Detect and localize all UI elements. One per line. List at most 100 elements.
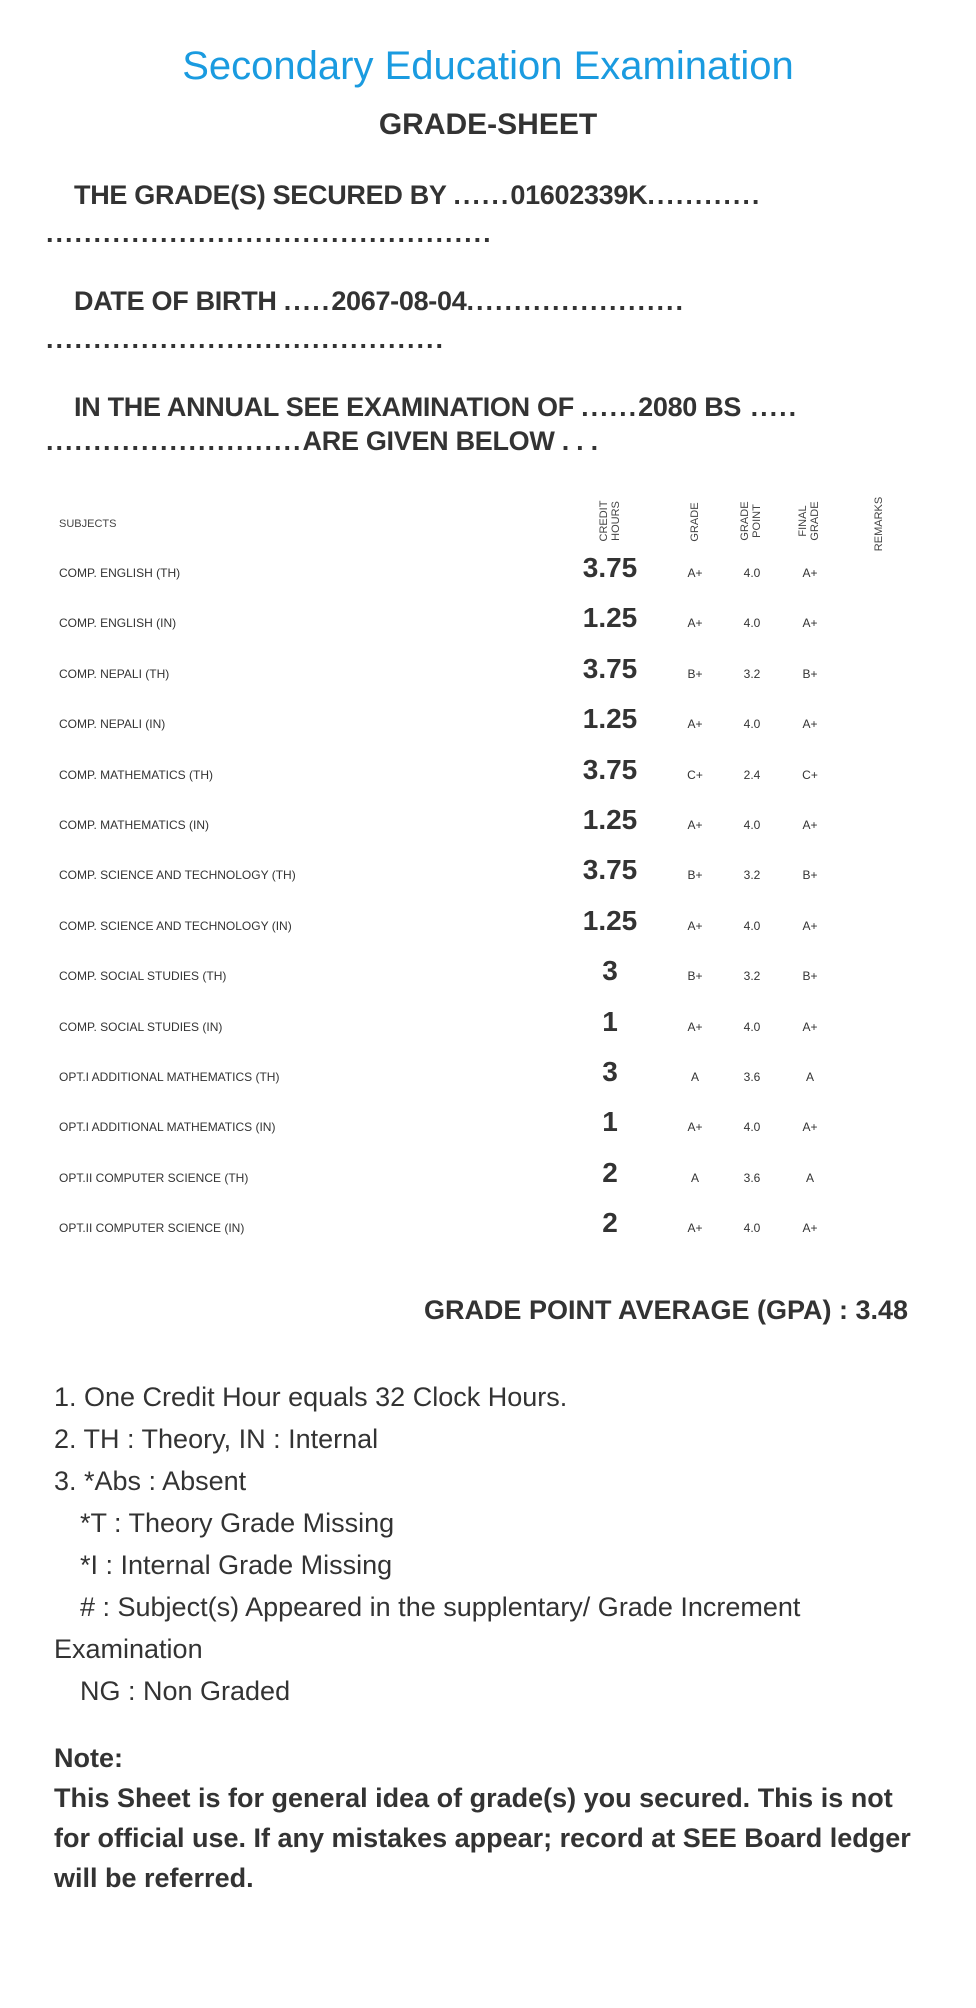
final-grade-cell: A+	[802, 616, 818, 631]
grade-cell: A+	[687, 566, 703, 580]
final-grade-cell: B+	[802, 969, 818, 984]
header-credit-hours: CREDIT HOURS	[598, 500, 622, 542]
header-final-grade: FINAL GRADE	[797, 501, 821, 541]
dotted-filler: ........................................…	[46, 218, 493, 248]
exam-line: IN THE ANNUAL SEE EXAMINATION OF ......2…	[74, 392, 799, 422]
page-title: Secondary Education Examination	[182, 44, 794, 88]
grade-cell: B+	[687, 666, 703, 681]
grade-cell: A+	[687, 717, 703, 732]
dob-value: 2067-08-04	[331, 286, 467, 316]
header-grade-point: GRADE POINT	[739, 501, 763, 541]
final-grade-cell: A+	[802, 1120, 818, 1135]
table-row: OPT.II COMPUTER SCIENCE (TH) 2 A 3.6 A	[0, 1155, 976, 1205]
grade-cell: A	[690, 1170, 699, 1185]
note-item: 3. *Abs : Absent	[54, 1466, 247, 1496]
grade-point-cell: 4.0	[743, 1221, 761, 1236]
symbol-number: 01602339K	[510, 180, 648, 210]
disclaimer: Note: This Sheet is for general idea of …	[54, 1738, 934, 1898]
header-remarks: REMARKS	[873, 496, 885, 552]
table-row: COMP. MATHEMATICS (IN) 1.25 A+ 4.0 A+	[0, 802, 976, 852]
credit-hours-cell: 1.25	[582, 602, 638, 634]
final-grade-cell: C+	[802, 767, 818, 782]
grade-point-cell: 3.2	[743, 868, 761, 883]
exam-year: 2080 BS	[638, 392, 742, 422]
note-item: NG : Non Graded	[80, 1676, 291, 1706]
subject-cell: OPT.II COMPUTER SCIENCE (IN)	[59, 1221, 245, 1236]
credit-hours-cell: 3	[602, 955, 618, 987]
subject-cell: COMP. ENGLISH (TH)	[59, 566, 181, 580]
note-item: # : Subject(s) Appeared in the supplenta…	[80, 1592, 801, 1622]
table-row: OPT.I ADDITIONAL MATHEMATICS (IN) 1 A+ 4.0 A…	[0, 1104, 976, 1154]
table-row: COMP. SCIENCE AND TECHNOLOGY (IN) 1.25 A+ 4…	[0, 903, 976, 953]
final-grade-cell: A+	[802, 566, 818, 580]
credit-hours-cell: 3.75	[582, 552, 638, 583]
note-item: 2. TH : Theory, IN : Internal	[54, 1424, 379, 1454]
grade-point-cell: 4.0	[743, 616, 761, 631]
grade-point-cell: 4.0	[743, 1019, 761, 1034]
grade-point-cell: 4.0	[743, 566, 761, 580]
note-item: 1. One Credit Hour equals 32 Clock Hours…	[54, 1382, 568, 1412]
credit-hours-cell: 2	[602, 1156, 618, 1188]
subject-cell: OPT.I ADDITIONAL MATHEMATICS (IN)	[59, 1120, 276, 1135]
grade-point-cell: 4.0	[743, 1120, 761, 1135]
grade-cell: A+	[687, 818, 703, 832]
note-item: *T : Theory Grade Missing	[80, 1508, 395, 1538]
table-row: OPT.II COMPUTER SCIENCE (IN) 2 A+ 4.0 A+	[0, 1205, 976, 1255]
table-row: COMP. NEPALI (IN) 1.25 A+ 4.0 A+	[0, 701, 976, 751]
table-row: OPT.I ADDITIONAL MATHEMATICS (TH) 3 A 3.6 A	[0, 1054, 976, 1104]
exam-label: IN THE ANNUAL SEE EXAMINATION OF	[74, 392, 574, 422]
table-row: COMP. SCIENCE AND TECHNOLOGY (TH) 3.75 B+ 3…	[0, 852, 976, 902]
subject-cell: COMP. MATHEMATICS (IN)	[59, 818, 209, 832]
subject-cell: COMP. SOCIAL STUDIES (IN)	[59, 1019, 223, 1034]
final-grade-cell: A+	[802, 918, 818, 933]
final-grade-cell: A+	[802, 818, 818, 832]
table-row: COMP. SOCIAL STUDIES (IN) 1 A+ 4.0 A+	[0, 1004, 976, 1054]
credit-hours-cell: 3.75	[582, 854, 638, 886]
credit-hours-cell: 1.25	[582, 703, 638, 735]
page-subtitle: GRADE-SHEET	[378, 108, 598, 141]
gpa: GRADE POINT AVERAGE (GPA) : 3.48	[423, 1295, 908, 1325]
disclaimer-text: This Sheet is for general idea of grade(…	[54, 1783, 911, 1893]
credit-hours-cell: 1.25	[582, 904, 638, 936]
grade-point-cell: 4.0	[743, 818, 761, 832]
final-grade-cell: A+	[802, 1221, 818, 1236]
final-grade-cell: A+	[802, 717, 818, 732]
table-row: COMP. ENGLISH (IN) 1.25 A+ 4.0 A+	[0, 600, 976, 650]
grade-point-cell: 4.0	[743, 717, 761, 732]
grade-cell: A+	[687, 616, 703, 631]
subject-cell: COMP. SCIENCE AND TECHNOLOGY (TH)	[59, 868, 296, 883]
credit-hours-cell: 2	[602, 1207, 618, 1239]
secured-by-line: THE GRADE(S) SECURED BY ......01602339K.…	[74, 180, 762, 210]
table-row: COMP. NEPALI (TH) 3.75 B+ 3.2 B+	[0, 651, 976, 701]
grade-point-cell: 3.6	[743, 1170, 761, 1185]
grade-cell: B+	[687, 969, 703, 984]
grade-cell: A+	[687, 1221, 703, 1236]
grade-cell: A	[690, 1070, 699, 1084]
given-below-line: ...........................ARE GIVEN BEL…	[46, 426, 598, 456]
grade-point-cell: 4.0	[743, 918, 761, 933]
grade-cell: B+	[687, 868, 703, 883]
final-grade-cell: B+	[802, 868, 818, 883]
subject-cell: COMP. NEPALI (TH)	[59, 666, 170, 681]
grade-cell: A+	[687, 1019, 703, 1034]
subject-cell: COMP. SOCIAL STUDIES (TH)	[59, 969, 227, 984]
final-grade-cell: A+	[802, 1019, 818, 1034]
final-grade-cell: B+	[802, 666, 818, 681]
credit-hours-cell: 3.75	[582, 753, 638, 785]
subject-cell: COMP. ENGLISH (IN)	[59, 616, 177, 631]
dob-label: DATE OF BIRTH	[74, 286, 277, 316]
subject-cell: COMP. MATHEMATICS (TH)	[59, 767, 213, 782]
subject-cell: OPT.II COMPUTER SCIENCE (TH)	[59, 1170, 249, 1185]
dotted-filler: ........................................…	[46, 324, 446, 354]
subject-cell: OPT.I ADDITIONAL MATHEMATICS (TH)	[59, 1070, 280, 1084]
table-row: COMP. SOCIAL STUDIES (TH) 3 B+ 3.2 B+	[0, 953, 976, 1003]
header-grade: GRADE	[689, 502, 701, 542]
dob-line: DATE OF BIRTH .....2067-08-04...........…	[74, 286, 685, 316]
final-grade-cell: A	[805, 1170, 814, 1185]
grade-cell: A+	[687, 1120, 703, 1135]
final-grade-cell: A	[805, 1070, 814, 1084]
credit-hours-cell: 1	[602, 1106, 618, 1138]
grade-point-cell: 3.6	[743, 1070, 761, 1084]
note-item: *I : Internal Grade Missing	[80, 1550, 393, 1580]
subject-cell: COMP. NEPALI (IN)	[59, 717, 166, 732]
